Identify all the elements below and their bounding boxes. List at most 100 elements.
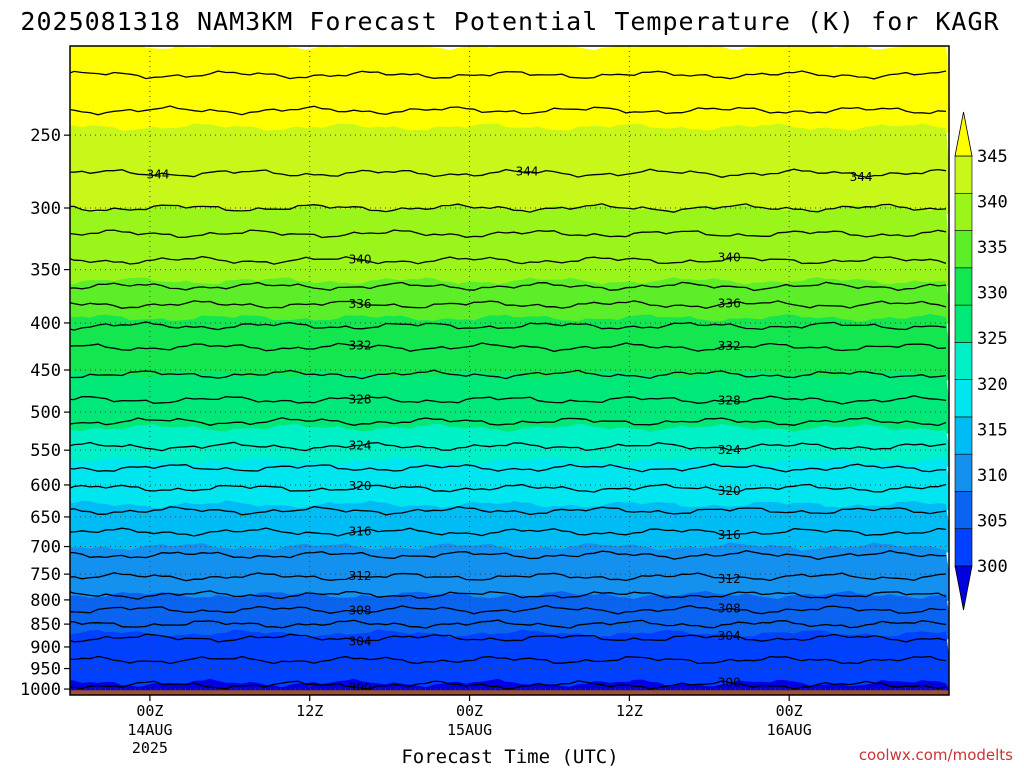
contour-326 [70,417,947,427]
y-tick-label-800: 800 [30,591,61,611]
contour-312 [70,572,947,582]
contour-308 [70,604,946,615]
colorbar-segment-3 [954,416,973,455]
y-tick-label-1000: 1000 [20,680,61,700]
contour-label-328: 328 [718,394,741,408]
contour-label-332: 332 [718,339,741,353]
contour-label-316: 316 [718,528,741,542]
x-tick-date-14AUG: 14AUG [127,721,172,739]
contour-label-344: 344 [516,165,539,179]
colorbar-segment-1 [954,491,973,530]
contour-label-340: 340 [718,251,741,265]
contour-336 [70,300,947,309]
y-tick-label-700: 700 [30,538,61,558]
contour-324 [70,441,947,452]
colorbar-segment-9 [954,192,973,231]
x-tick-label-12Z: 12Z [296,702,323,720]
y-tick-label-600: 600 [30,476,61,496]
band-300-360 [70,203,949,287]
contour-label-324: 324 [349,438,372,452]
contour-304 [70,633,947,643]
ground-layer [70,690,949,695]
y-tick-label-750: 750 [30,565,61,585]
x-tick-date-16AUG: 16AUG [767,721,812,739]
contour-label-308: 308 [718,601,741,615]
contour-332 [70,342,947,353]
colorbar-label-310: 310 [977,466,1008,486]
contour-343 [70,203,947,213]
contour-label-308: 308 [349,603,372,617]
y-tick-label-500: 500 [30,403,61,423]
contour-label-336: 336 [718,297,741,311]
chart-title: 2025081318 NAM3KM Forecast Potential Tem… [20,7,999,36]
y-tick-label-300: 300 [30,199,61,219]
contour-lines: 344 344 344 340 340 336 336 332 332 328 328 324 324 3… [70,70,947,695]
contour-302 [70,655,947,665]
y-axis: 250 300 350 400 450 500 550 600 650 700 750 800 850 9… [20,126,70,700]
contour-330 [70,369,947,380]
contour-318 [70,505,947,516]
footer-credit: coolwx.com/modelts [859,746,1013,764]
contour-306 [70,619,947,629]
colorbar-label-340: 340 [977,193,1008,213]
colorbar-label-305: 305 [977,511,1008,531]
contour-310 [70,590,947,600]
y-tick-label-250: 250 [30,126,61,146]
contour-label-312: 312 [349,569,372,583]
contour-340 [70,255,947,265]
contour-334 [70,321,947,331]
contour-label-324: 324 [718,443,741,457]
colorbar-segment-5 [954,342,973,380]
y-tick-label-650: 650 [30,508,61,528]
x-tick-label-12Z: 12Z [616,702,643,720]
contour-label-336: 336 [349,297,372,311]
band-790-870 [70,590,949,640]
colorbar: 300 305 310 315 320 325 330 335 340 345 [954,111,1008,611]
contour-344 [70,168,947,178]
y-tick-label-900: 900 [30,638,61,658]
y-tick-label-550: 550 [30,441,61,461]
band-630-700 [70,500,949,553]
y-tick-label-950: 950 [30,660,61,680]
contour-322 [70,463,947,473]
contour-label-316: 316 [349,524,372,538]
band-245-300 [70,123,949,214]
contour-320 [70,483,947,493]
contour-314 [70,550,947,561]
colorbar-segment-6 [954,304,973,343]
colorbar-arrow-bottom [954,565,973,611]
colorbar-segment-8 [954,230,973,269]
colorbar-label-315: 315 [977,420,1008,440]
colorbar-label-300: 300 [977,557,1008,577]
band-455-520 [70,370,949,434]
band-520-565 [70,423,949,467]
colorbar-segment-4 [954,379,973,418]
contour-label-332: 332 [349,339,372,353]
colorbar-label-335: 335 [977,238,1008,258]
contour-348 [70,70,947,80]
y-tick-label-400: 400 [30,314,61,334]
ground-fill [70,690,949,695]
contour-label-344: 344 [146,167,169,181]
contour-label-320: 320 [718,484,741,498]
contour-label-304: 304 [349,634,372,648]
x-tick-label-00Z: 00Z [776,702,803,720]
y-tick-label-850: 850 [30,615,61,635]
colorbar-label-325: 325 [977,329,1008,349]
x-tick-label-00Z: 00Z [456,702,483,720]
contour-label-328: 328 [349,393,372,407]
contour-300 [70,680,947,690]
contour-label-320: 320 [349,479,372,493]
colorbar-segment-7 [954,267,973,306]
contour-346 [70,105,947,116]
band-360-395 [70,277,949,324]
x-tick-label-00Z: 00Z [136,702,163,720]
colorbar-label-345: 345 [977,147,1008,167]
contour-label-304: 304 [718,629,741,643]
x-tick-year-2025: 2025 [132,739,168,757]
band-565-630 [70,457,949,511]
y-tick-label-350: 350 [30,261,61,281]
y-tick-label-450: 450 [30,361,61,381]
